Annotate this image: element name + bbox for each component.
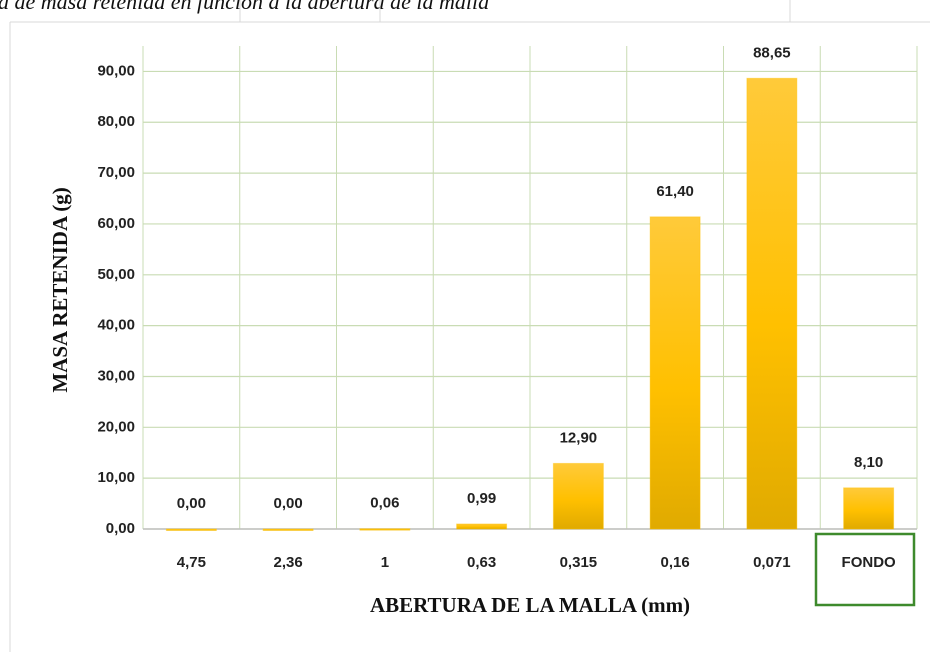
- y-tick-label: 30,00: [97, 367, 135, 384]
- x-tick-label: 0,16: [661, 554, 690, 571]
- x-tick-label: 0,071: [753, 554, 791, 571]
- highlight-box: [814, 532, 916, 607]
- x-tick-label: 0,63: [467, 554, 496, 571]
- bar: [746, 77, 798, 530]
- y-tick-label: 80,00: [97, 113, 135, 130]
- data-label: 8,10: [854, 454, 883, 471]
- y-tick-label: 0,00: [106, 520, 135, 537]
- x-tick-label: 1: [381, 554, 389, 571]
- data-label: 0,00: [177, 495, 206, 512]
- x-axis-title: ABERTURA DE LA MALLA (mm): [370, 593, 690, 617]
- data-label: 61,40: [656, 183, 694, 200]
- data-label: 88,65: [753, 44, 791, 61]
- y-tick-label: 40,00: [97, 317, 135, 334]
- caption: a de masa retenida en función a la abert…: [0, 0, 489, 14]
- x-tick-label: FONDO: [842, 554, 896, 571]
- bar: [649, 216, 701, 530]
- bar: [843, 487, 895, 530]
- x-tick-label: 2,36: [274, 554, 303, 571]
- bar: [262, 528, 314, 531]
- y-tick-label: 20,00: [97, 418, 135, 435]
- bar: [552, 462, 604, 530]
- data-label: 0,00: [274, 495, 303, 512]
- x-tick-label: 4,75: [177, 554, 206, 571]
- x-tick-label: 0,315: [560, 554, 598, 571]
- bar: [456, 523, 508, 530]
- y-tick-label: 60,00: [97, 215, 135, 232]
- data-label: 12,90: [560, 429, 598, 446]
- y-tick-label: 90,00: [97, 62, 135, 79]
- data-label: 0,99: [467, 490, 496, 507]
- bar: [165, 528, 217, 531]
- y-tick-label: 50,00: [97, 266, 135, 283]
- data-label: 0,06: [370, 495, 399, 512]
- y-tick-label: 70,00: [97, 164, 135, 181]
- y-tick-label: 10,00: [97, 469, 135, 486]
- y-axis-title: MASA RETENIDA (g): [48, 187, 72, 392]
- bar: [359, 528, 411, 531]
